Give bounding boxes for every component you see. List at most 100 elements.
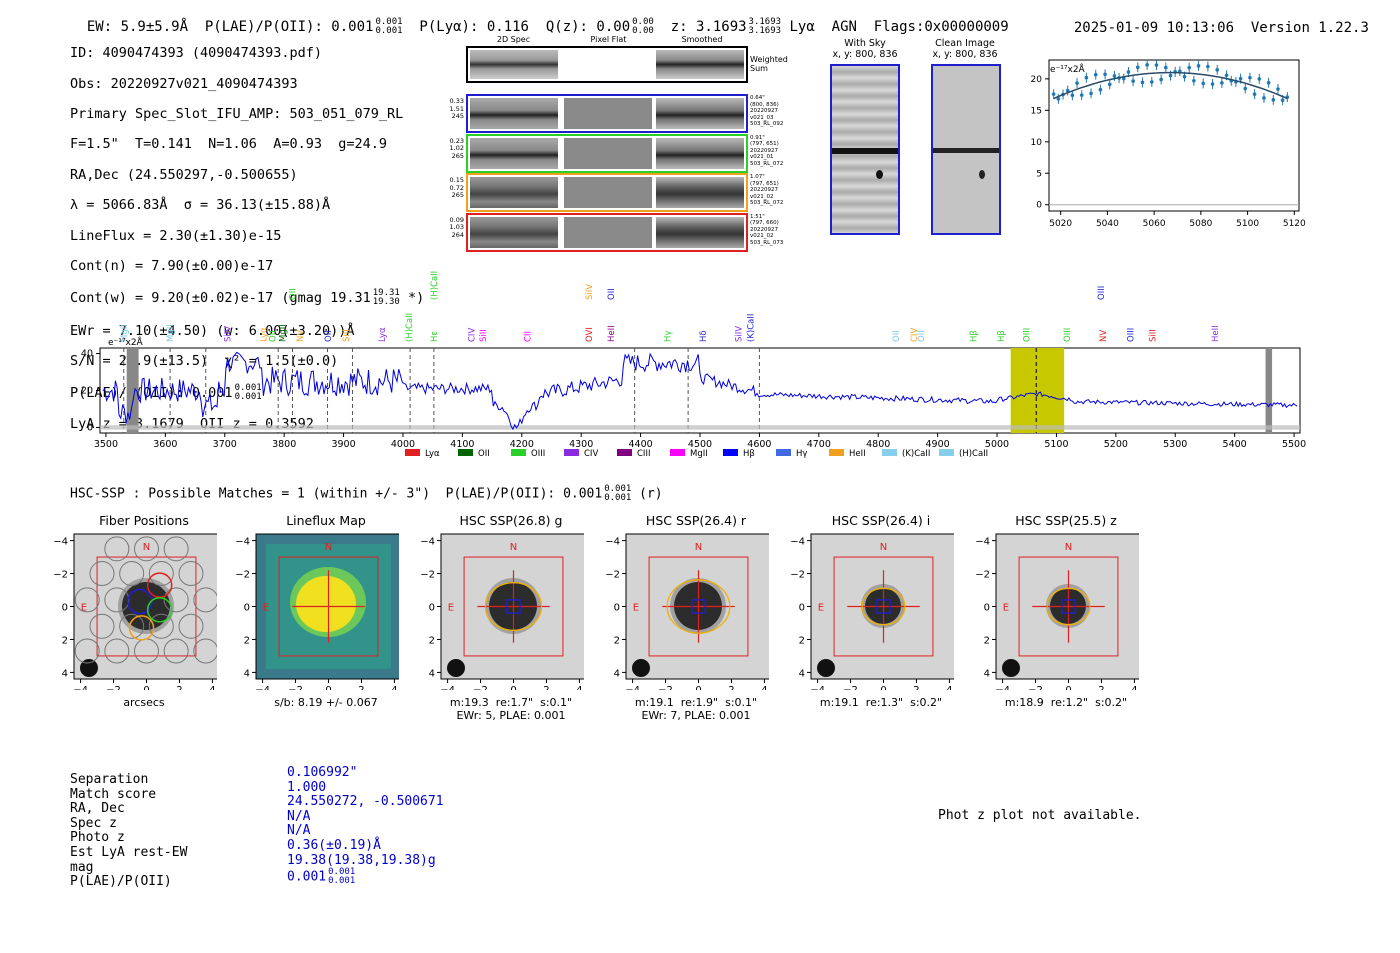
hsc-summary-end: (r)	[639, 486, 663, 502]
line-label: HeII	[1211, 325, 1221, 342]
info-plae-hi: 0.001	[234, 383, 262, 394]
zoom-xtick-label: 5120	[1283, 219, 1306, 229]
header-z-hi: 3.1693	[748, 17, 782, 27]
hsc-xtick-label: −2	[843, 685, 858, 690]
match-label-4: Photo z	[70, 830, 125, 846]
line-label: OVI	[585, 327, 595, 342]
cutout-2d-2	[470, 177, 558, 208]
fiber-circle	[148, 613, 174, 639]
col-2d-spec: 2D Spec	[496, 35, 531, 44]
hsc-ytick-label: −2	[975, 570, 990, 581]
spectrum-xtick-label: 4300	[569, 439, 593, 450]
zoom-xtick-label: 5020	[1049, 219, 1072, 229]
hsc-xtick-label: 0	[1065, 685, 1071, 690]
legend-label: (K)CaII	[902, 449, 930, 459]
header-z-lo: 3.1693	[748, 26, 782, 36]
hsc-xtick-label: −4	[810, 685, 825, 690]
fiber-circle	[193, 638, 217, 664]
legend-label: HeII	[849, 449, 866, 459]
line-label: OII	[607, 288, 617, 300]
header-line-type: Lyα AGN	[789, 19, 857, 35]
hsc-xtick-label: −4	[255, 685, 270, 690]
clean-image	[931, 64, 1001, 235]
zoom-ytick-label: 10	[1031, 138, 1043, 148]
fiber-circle	[163, 638, 189, 664]
spectrum-ytick-label: 0	[87, 422, 93, 433]
hsc-xtick-label: −2	[1028, 685, 1043, 690]
header-plae: P(LAE)/P(OII): 0.001	[204, 19, 374, 35]
spectrum-xtick-label: 5100	[1044, 439, 1068, 450]
zoom-frame	[1048, 59, 1300, 212]
detection-info: ID: 4090474393 (4090474393.pdf) Obs: 202…	[70, 31, 424, 447]
zoom-point	[1093, 72, 1098, 77]
match-value-1: 1.000	[287, 779, 327, 795]
hsc-ytick-label: 2	[984, 635, 990, 646]
clean-spot	[979, 170, 985, 179]
line-label: CIV	[467, 328, 477, 342]
hsc-xtick-label: −4	[995, 685, 1010, 690]
match-label-2: RA, Dec	[70, 801, 125, 817]
info-lineflux: LineFlux = 2.30(±1.30)e-15	[70, 227, 282, 244]
hsc-xtick-label: −2	[106, 685, 121, 690]
line-label: CIV	[910, 328, 920, 342]
info-plae-lo: 0.001	[234, 392, 262, 403]
hsc-xtick-label: 4	[946, 685, 952, 690]
cutout-flat-0	[564, 98, 652, 129]
hsc-xtick-label: 0	[510, 685, 516, 690]
line-label: MgII	[278, 324, 288, 342]
cutout-smoothed-3	[656, 216, 744, 248]
legend-label: Hβ	[743, 449, 755, 459]
legend-label: MgII	[690, 449, 708, 459]
with-sky-xy: x, y: 800, 836	[832, 49, 898, 60]
zoom-point	[1206, 64, 1210, 69]
line-label: CII	[524, 331, 534, 342]
cutout-2d-0	[470, 98, 558, 129]
fiber-circle	[89, 561, 115, 587]
zoom-point	[1145, 63, 1149, 67]
cutout-row-left-3: 0.09 1.03 264	[449, 215, 464, 239]
match-value-3: N/A	[287, 808, 311, 824]
hsc-xtick-label: 2	[543, 685, 549, 690]
clean-label: Clean Image	[935, 38, 995, 49]
hsc-ytick-label: −4	[605, 537, 620, 548]
info-contw-lo: 19.30	[372, 297, 400, 308]
fiber-circle	[178, 561, 204, 587]
legend-swatch	[405, 449, 420, 456]
photz-message: Phot z plot not available.	[938, 808, 1142, 823]
line-label: NV	[296, 330, 306, 342]
hsc-xtick-label: −2	[473, 685, 488, 690]
neighbor-source	[447, 659, 465, 677]
info-params: F=1.5" T=0.141 N=1.06 A=0.93 g=24.9	[70, 136, 387, 153]
zoom-xtick-label: 5080	[1189, 219, 1212, 229]
col-pixel-flat: Pixel Flat	[590, 35, 627, 44]
cutout-row-right-3: 1.51" (797, 660) 20220927 v021_02 503_RL…	[750, 213, 784, 246]
hsc-xtick-label: 2	[728, 685, 734, 690]
zoom-point	[1164, 65, 1168, 70]
match-label-3: Spec z	[70, 815, 117, 831]
hsc-xtick-label: 4	[391, 685, 397, 690]
hsc-panel-title-2: HSC SSP(26.8) g	[459, 513, 563, 528]
line-label: OIII	[1127, 328, 1137, 342]
search-box	[463, 556, 564, 657]
east-label: E	[1003, 603, 1009, 614]
aperture-ellipse	[1046, 587, 1091, 626]
clean-trace	[933, 148, 999, 153]
legend-swatch	[564, 449, 579, 456]
zoom-point	[1056, 97, 1061, 101]
zoom-point	[1238, 76, 1243, 81]
weighted-smoothed	[656, 50, 744, 79]
zoom-point	[1243, 86, 1248, 91]
east-label: E	[81, 603, 87, 614]
match-value-4: N/A	[287, 823, 311, 839]
legend-swatch	[882, 449, 897, 456]
hsc-panel-0: −4 4 −2 2 0 0 2 −2 4 −4 N E	[53, 533, 217, 690]
spectrum-ytick-label: 40	[81, 349, 93, 360]
spectrum-xtick-label: 4800	[866, 439, 890, 450]
hsc-panel-title-0: Fiber Positions	[99, 513, 189, 528]
line-label: Hγ	[663, 331, 673, 342]
legend-label: CIV	[584, 449, 598, 459]
fiber-orange	[128, 615, 155, 641]
header-version: Version 1.22.3	[1250, 20, 1369, 36]
zoom-unit: e⁻¹⁷x2Å	[1050, 63, 1086, 75]
